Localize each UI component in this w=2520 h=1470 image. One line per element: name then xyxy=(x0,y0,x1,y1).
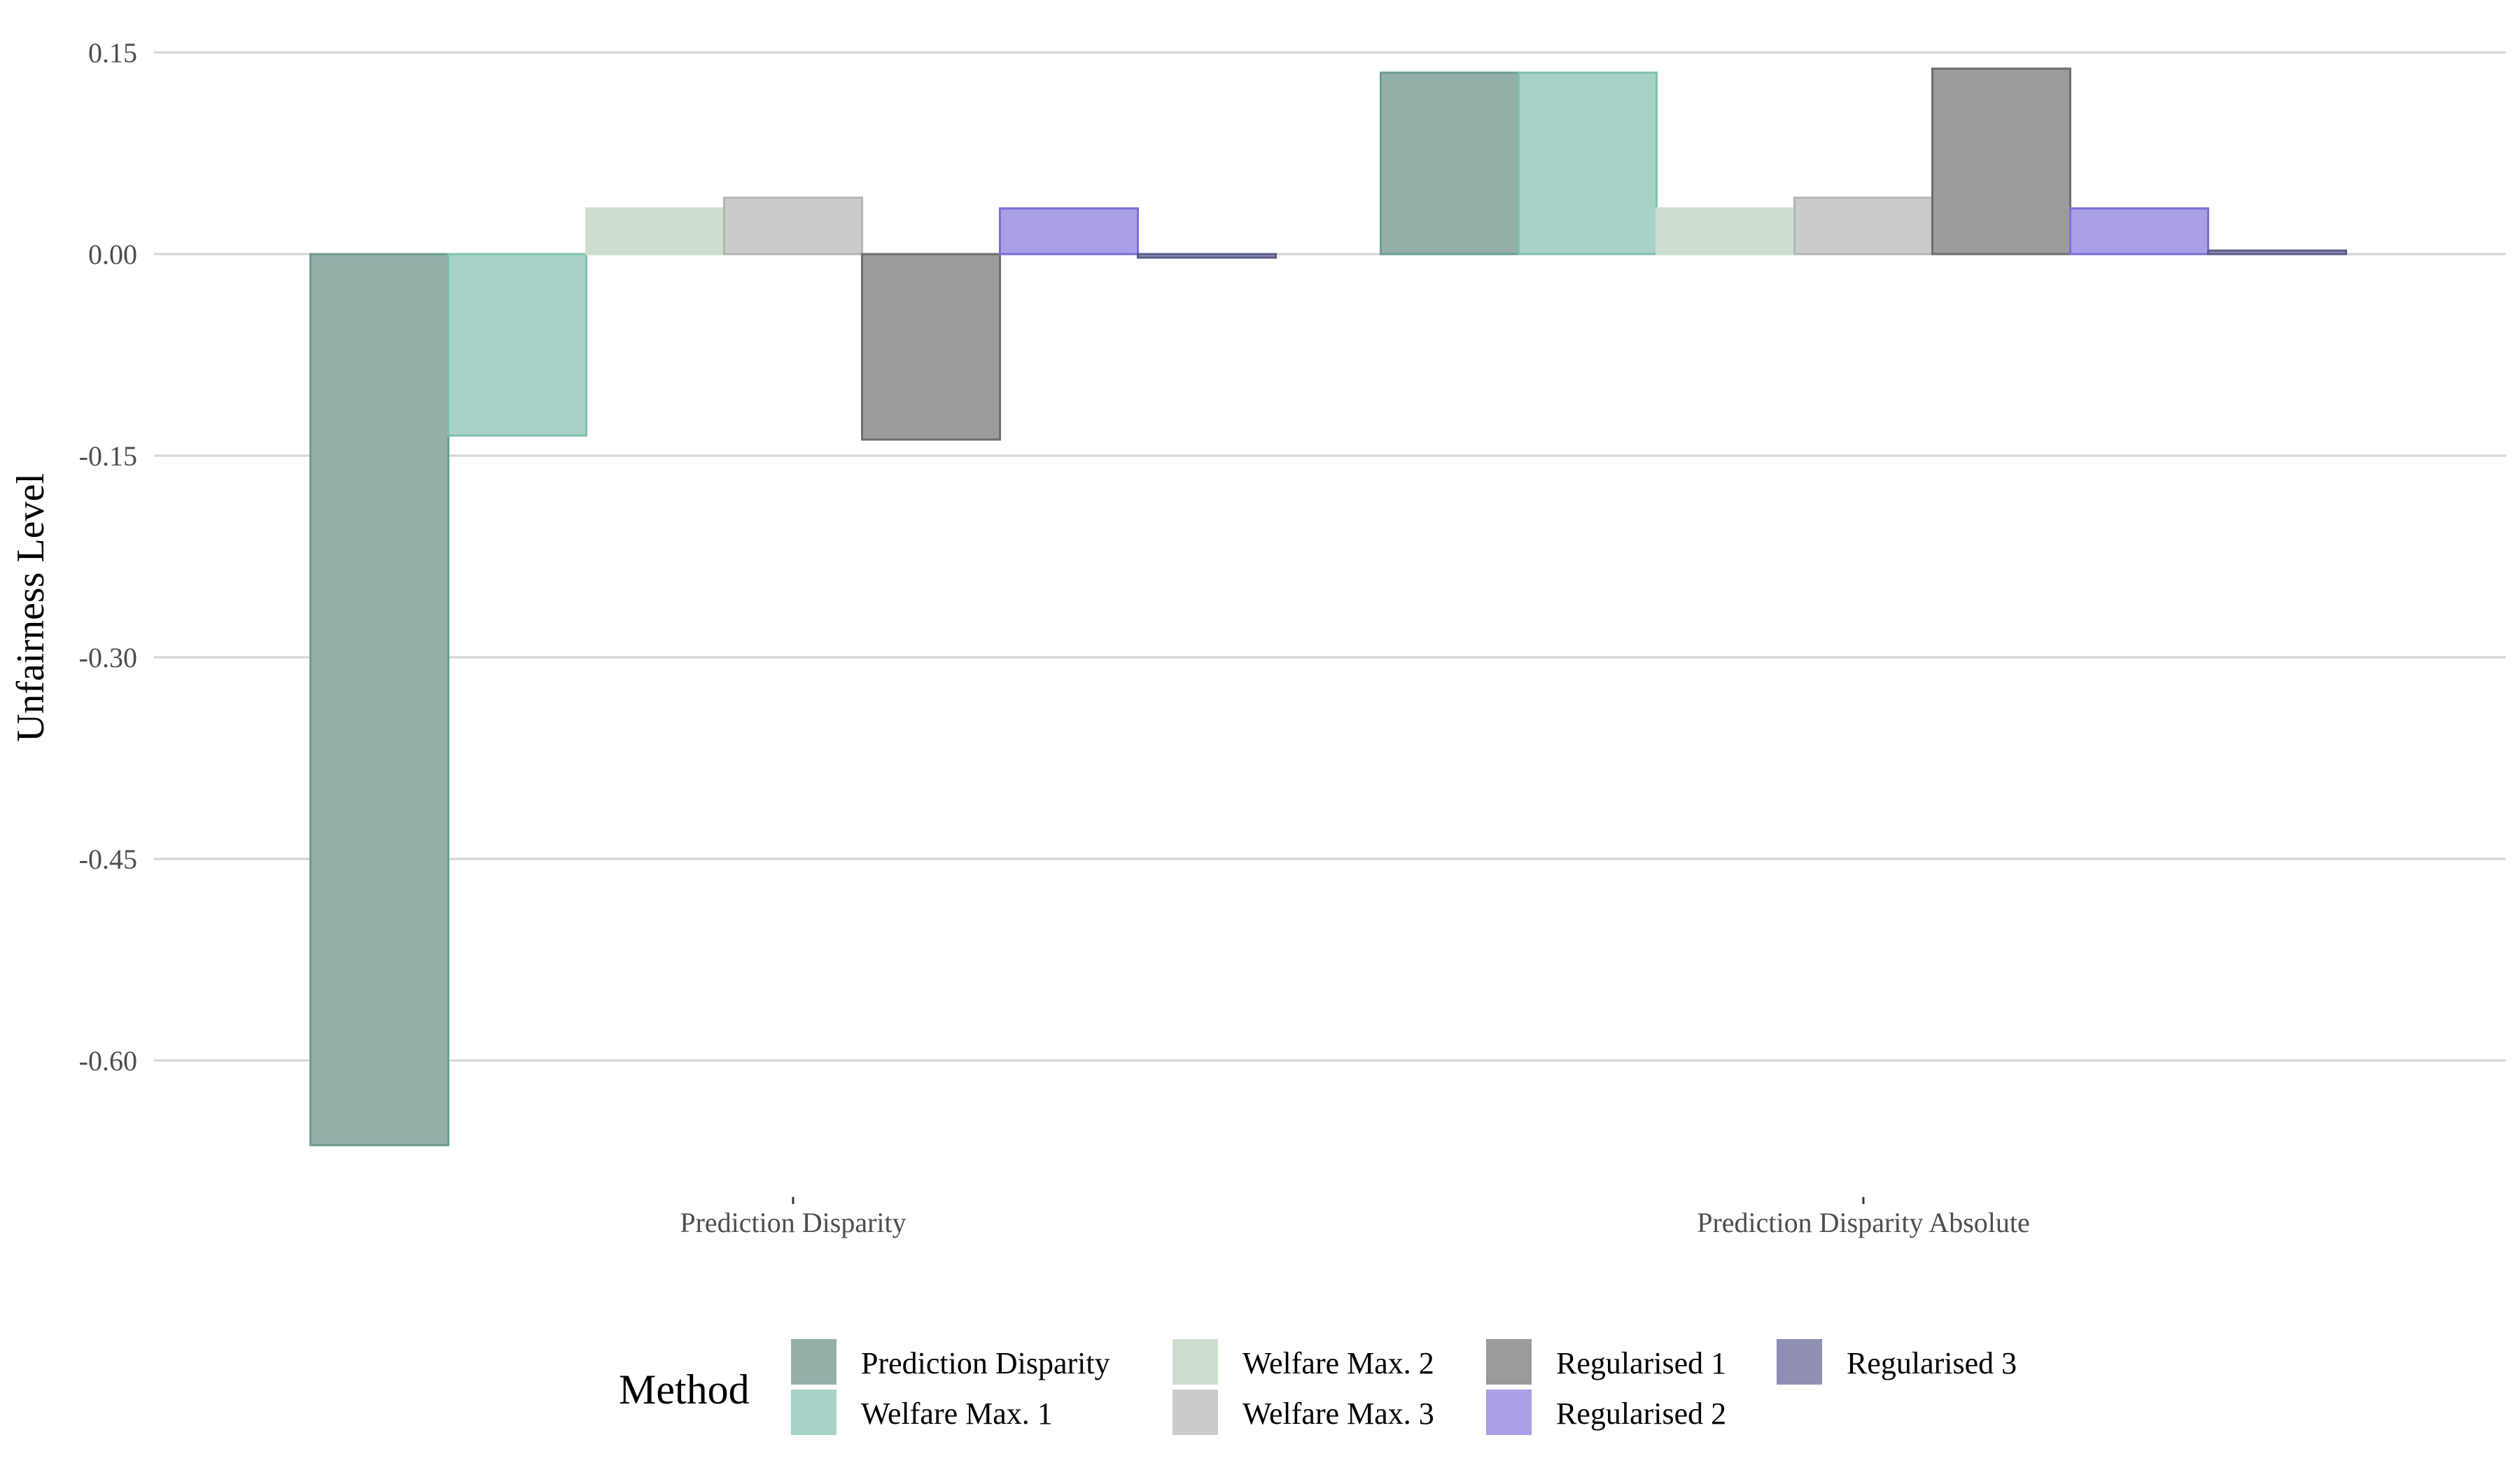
bar xyxy=(585,207,725,255)
legend-label: Regularised 3 xyxy=(1847,1346,2017,1380)
bar xyxy=(1137,253,1277,259)
bars xyxy=(309,67,2347,1147)
legend-swatch xyxy=(791,1339,836,1385)
y-tick-label: 0.15 xyxy=(88,37,137,69)
y-axis-ticks: 0.15 0.00 -0.15 -0.30 -0.45 -0.60 xyxy=(79,37,137,1077)
legend-swatch xyxy=(1777,1339,1822,1385)
legend-swatch xyxy=(791,1390,836,1435)
x-axis-ticks: Prediction Disparity Prediction Disparity… xyxy=(680,1197,2030,1238)
bar xyxy=(1931,67,2071,255)
legend-label: Welfare Max. 3 xyxy=(1242,1396,1434,1431)
y-tick-label: -0.15 xyxy=(79,440,137,472)
bar xyxy=(447,253,587,437)
bar xyxy=(861,253,1001,441)
legend-label: Regularised 1 xyxy=(1556,1346,1726,1380)
bar xyxy=(999,207,1139,255)
y-tick-label: -0.30 xyxy=(79,642,137,673)
bar xyxy=(1518,71,1658,255)
x-tick-label: Prediction Disparity Absolute xyxy=(1697,1207,2030,1238)
y-tick-label: 0.00 xyxy=(88,239,137,270)
bar xyxy=(1793,196,1933,255)
gridlines xyxy=(154,51,2506,1062)
bar xyxy=(2069,207,2209,255)
legend: Method Prediction Disparity Welfare Max. … xyxy=(619,1339,2017,1435)
legend-swatch xyxy=(1486,1390,1532,1435)
bar xyxy=(1380,71,1520,255)
bar xyxy=(1656,207,1795,255)
y-tick-label: -0.60 xyxy=(79,1045,137,1077)
legend-label: Welfare Max. 1 xyxy=(861,1396,1053,1431)
legend-swatch xyxy=(1172,1339,1218,1385)
legend-label: Regularised 2 xyxy=(1556,1396,1726,1431)
bar xyxy=(2207,249,2347,255)
y-tick-label: -0.45 xyxy=(79,844,137,875)
legend-swatch xyxy=(1486,1339,1532,1385)
y-axis-title: Unfairness Level xyxy=(9,473,52,742)
bar xyxy=(723,196,863,255)
bar xyxy=(309,253,449,1147)
legend-label: Welfare Max. 2 xyxy=(1242,1346,1434,1380)
legend-swatch xyxy=(1172,1390,1218,1435)
legend-title: Method xyxy=(619,1366,750,1413)
legend-label: Prediction Disparity xyxy=(861,1346,1110,1380)
x-tick-label: Prediction Disparity xyxy=(680,1207,906,1238)
